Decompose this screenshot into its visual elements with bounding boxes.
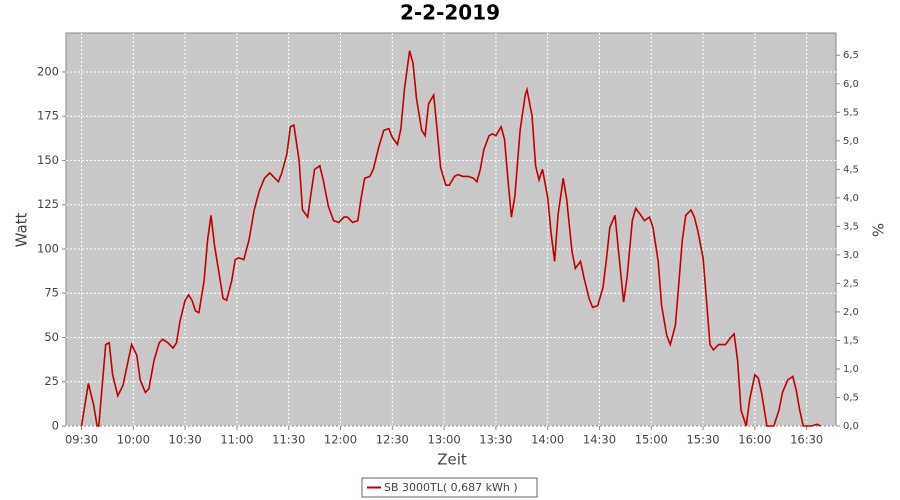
x-tick-label: 15:00 (635, 433, 668, 447)
x-tick-label: 10:30 (169, 433, 202, 447)
data-line (80, 50, 821, 427)
y2-tick-label: 1,5 (843, 335, 859, 346)
y-tick-label: 75 (44, 286, 59, 300)
legend-label: SB 3000TL( 0,687 kWh ) (384, 481, 518, 494)
plot-area (65, 32, 837, 427)
y2-tick-label: 6,0 (843, 79, 859, 90)
x-tick-label: 14:30 (583, 433, 616, 447)
x-tick-label: 11:00 (220, 433, 253, 447)
x-tick-label: 16:00 (738, 433, 771, 447)
x-tick-label: 10:00 (117, 433, 150, 447)
y2-tick-label: 0,5 (843, 392, 859, 403)
y-tick-label: 175 (37, 109, 59, 123)
y2-tick-label: 4,0 (843, 193, 859, 204)
y2-tick-label: 4,5 (843, 164, 859, 175)
x-tick-label: 12:30 (376, 433, 409, 447)
y2-axis-label: % (869, 223, 887, 237)
chart-title: 2-2-2019 (400, 1, 500, 25)
y-tick-label: 150 (37, 153, 59, 167)
y-tick-label: 0 (52, 419, 59, 433)
x-tick-label: 12:00 (324, 433, 357, 447)
x-tick-label: 11:30 (272, 433, 305, 447)
x-tick-label: 09:30 (65, 433, 98, 447)
x-tick-label: 15:30 (686, 433, 719, 447)
y2-tick-label: 2,5 (843, 278, 859, 289)
x-tick-label: 16:30 (790, 433, 823, 447)
y-tick-label: 125 (37, 197, 59, 211)
y2-tick-label: 3,5 (843, 221, 859, 232)
y-tick-label: 50 (44, 330, 59, 344)
legend-box (361, 477, 538, 498)
y2-tick-label: 3,0 (843, 250, 859, 261)
y2-tick-label: 5,5 (843, 107, 859, 118)
y2-tick-label: 6,5 (843, 50, 859, 61)
y-tick-label: 25 (44, 374, 59, 388)
y2-tick-label: 1,0 (843, 364, 859, 375)
y2-tick-label: 5,0 (843, 136, 859, 147)
x-tick-label: 13:00 (428, 433, 461, 447)
y-axis-label: Watt (13, 212, 31, 247)
x-tick-label: 14:00 (531, 433, 564, 447)
x-axis-label: Zeit (437, 451, 467, 469)
y2-tick-label: 0,0 (843, 421, 859, 432)
y-tick-label: 200 (37, 64, 59, 78)
y-tick-label: 100 (37, 241, 59, 255)
x-tick-label: 13:30 (479, 433, 512, 447)
y2-tick-label: 2,0 (843, 307, 859, 318)
